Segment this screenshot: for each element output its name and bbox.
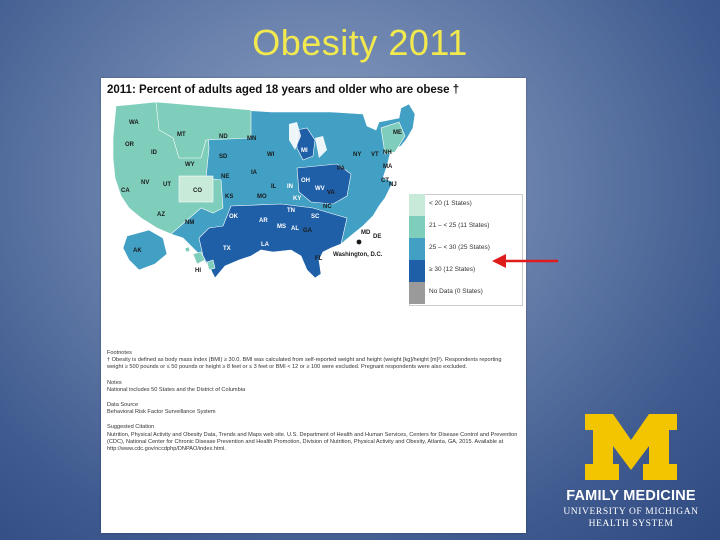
- legend-label: ≥ 30 (12 States): [429, 266, 476, 273]
- state-label-me: ME: [393, 130, 402, 136]
- michigan-shape: [296, 127, 316, 161]
- state-label-tx: TX: [223, 246, 231, 252]
- state-label-al: AL: [291, 226, 299, 232]
- state-label-ny: NY: [353, 152, 361, 158]
- block-m-icon: [585, 414, 677, 480]
- state-label-sd: SD: [219, 154, 228, 160]
- legend-swatch: [409, 238, 425, 260]
- state-label-vt: VT: [371, 152, 379, 158]
- alaska-shape: [122, 229, 168, 271]
- state-label-nv: NV: [141, 180, 149, 186]
- logo-university: UNIVERSITY OF MICHIGAN: [563, 507, 699, 517]
- citation-text: Nutrition, Physical Activity and Obesity…: [107, 431, 518, 453]
- legend-label: < 20 (1 States): [429, 200, 472, 207]
- state-label-wi: WI: [267, 152, 275, 158]
- legend-swatch: [409, 194, 425, 216]
- state-label-nh: NH: [383, 150, 392, 156]
- state-label-id: ID: [151, 150, 158, 156]
- footnotes-text: † Obesity is defined as body mass index …: [107, 357, 502, 371]
- state-label-hi: HI: [195, 268, 201, 274]
- state-label-il: IL: [271, 184, 277, 190]
- northern-plains-light: [155, 101, 252, 159]
- map-notes: Footnotes † Obesity is defined as body m…: [107, 350, 519, 453]
- state-label-ut: UT: [163, 182, 171, 188]
- state-label-ga: GA: [303, 228, 313, 234]
- state-label-ct: CT: [381, 178, 389, 184]
- state-label-ak: AK: [133, 248, 142, 254]
- state-label-co: CO: [193, 188, 202, 194]
- state-label-sc: SC: [311, 214, 320, 220]
- notes-heading: Notes: [107, 379, 122, 386]
- state-label-az: AZ: [157, 212, 165, 218]
- state-label-tn: TN: [287, 208, 295, 214]
- state-label-md: MD: [361, 230, 371, 236]
- footnotes-heading: Footnotes: [107, 350, 132, 356]
- logo-health-system: HEALTH SYSTEM: [588, 519, 674, 529]
- southern-dark-region: [198, 203, 348, 279]
- state-label-nm: NM: [185, 220, 194, 226]
- obesity-map-panel: 2011: Percent of adults aged 18 years an…: [101, 78, 526, 533]
- state-label-ky: KY: [293, 196, 301, 202]
- state-label-fl: FL: [315, 256, 323, 262]
- citation-heading: Suggested Citation: [107, 424, 155, 431]
- state-label-nj: NJ: [389, 182, 397, 188]
- legend-label: 25 – < 30 (25 States): [429, 244, 490, 251]
- dc-label: Washington, D.C.: [333, 252, 383, 258]
- notes-text: National includes 50 States and the Dist…: [107, 386, 246, 393]
- slide-title: Obesity 2011: [252, 22, 468, 63]
- state-label-wa: WA: [129, 120, 139, 126]
- state-label-ar: AR: [259, 218, 268, 224]
- logo-family-medicine: FAMILY MEDICINE: [566, 488, 696, 504]
- state-labels: WA OR CA NV ID MT WY UT CO AZ NM ND SD N…: [121, 120, 402, 274]
- state-label-wy: WY: [185, 162, 195, 168]
- state-label-ne: NE: [221, 174, 229, 180]
- state-label-de: DE: [373, 234, 381, 240]
- data-source-text: Behavioral Risk Factor Surveillance Syst…: [107, 409, 216, 416]
- state-label-in: IN: [287, 184, 293, 190]
- state-label-ia: IA: [251, 170, 258, 176]
- data-source-heading: Data Source: [107, 402, 139, 409]
- great-lakes: [289, 122, 327, 158]
- state-label-la: LA: [261, 242, 270, 248]
- map-title: 2011: Percent of adults aged 18 years an…: [107, 84, 460, 96]
- legend-label: 21 – < 25 (11 States): [429, 222, 490, 229]
- legend-item-gte30: ≥ 30 (12 States): [409, 260, 521, 282]
- state-label-mt: MT: [177, 132, 186, 138]
- legend-item-25-30: 25 – < 30 (25 States): [409, 238, 521, 260]
- state-label-nc: NC: [323, 204, 332, 210]
- state-label-ma: MA: [383, 164, 393, 170]
- state-label-mi: MI: [301, 148, 308, 154]
- legend-item-lt20: < 20 (1 States): [409, 194, 521, 216]
- state-label-mn: MN: [247, 136, 256, 142]
- colorado-shape: [178, 175, 214, 203]
- michigan-family-medicine-logo: FAMILY MEDICINE UNIVERSITY OF MICHIGAN H…: [556, 412, 706, 538]
- us-obesity-map: WA OR CA NV ID MT WY UT CO AZ NM ND SD N…: [112, 101, 416, 279]
- dc-marker: [356, 239, 362, 245]
- state-label-wv: WV: [315, 186, 325, 192]
- state-label-ca: CA: [121, 188, 130, 194]
- legend-swatch: [409, 260, 425, 282]
- state-label-ms: MS: [277, 224, 286, 230]
- northeast-light: [380, 121, 406, 155]
- map-legend: < 20 (1 States) 21 – < 25 (11 States) 25…: [409, 194, 523, 306]
- legend-swatch: [409, 216, 425, 238]
- legend-swatch: [409, 282, 425, 304]
- state-label-or: OR: [125, 142, 135, 148]
- state-label-mo: MO: [257, 194, 267, 200]
- state-label-ok: OK: [229, 214, 239, 220]
- midwest-dark-region: [296, 163, 352, 205]
- state-label-ks: KS: [225, 194, 233, 200]
- state-label-nd: ND: [219, 134, 228, 140]
- legend-item-no-data: No Data (0 States): [409, 282, 521, 304]
- hawaii-shape: [184, 246, 216, 271]
- red-arrow-icon: [492, 254, 558, 268]
- state-label-pa: PA: [337, 166, 346, 172]
- legend-label: No Data (0 States): [429, 288, 483, 295]
- state-label-oh: OH: [301, 178, 310, 184]
- legend-item-21-25: 21 – < 25 (11 States): [409, 216, 521, 238]
- state-label-va: VA: [327, 190, 336, 196]
